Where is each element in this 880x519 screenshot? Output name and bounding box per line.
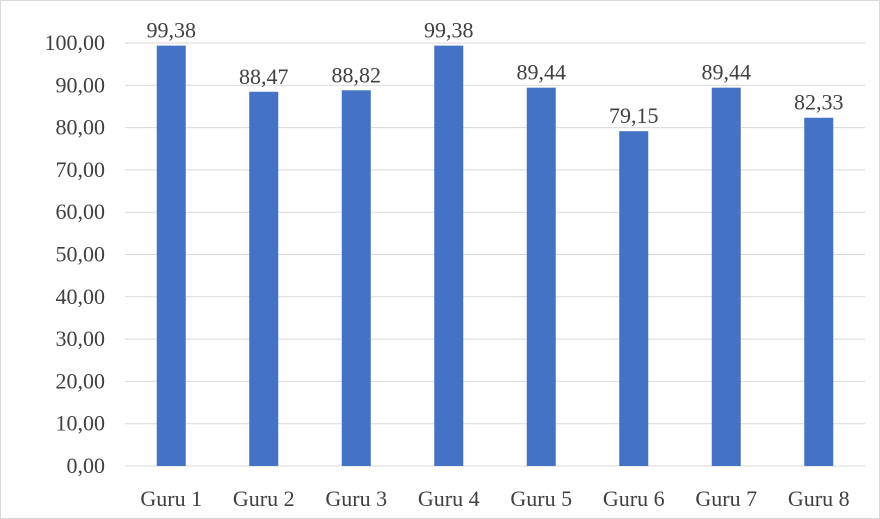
data-label: 88,47: [239, 64, 289, 89]
y-tick-label: 30,00: [56, 326, 106, 351]
x-category-label: Guru 2: [233, 486, 295, 511]
bar: [711, 87, 741, 467]
y-tick-label: 20,00: [56, 368, 106, 393]
x-category-label: Guru 6: [603, 486, 665, 511]
x-category-label: Guru 8: [788, 486, 850, 511]
data-label: 79,15: [609, 103, 659, 128]
x-category-label: Guru 7: [695, 486, 757, 511]
bar: [434, 45, 464, 467]
bar: [341, 90, 371, 467]
y-tick-label: 40,00: [56, 284, 106, 309]
bars: [156, 45, 834, 467]
y-tick-label: 90,00: [56, 72, 106, 97]
data-label: 89,44: [517, 60, 567, 85]
x-category-label: Guru 1: [140, 486, 202, 511]
data-label: 89,44: [702, 60, 752, 85]
bar: [526, 87, 556, 467]
y-tick-label: 50,00: [56, 242, 106, 267]
data-labels: 99,38 88,47 88,82 99,38 89,44 79,15 89,44 82,33: [147, 18, 844, 129]
y-tick-label: 0,00: [67, 453, 106, 478]
gridlines: [125, 42, 865, 467]
data-label: 88,82: [332, 62, 382, 87]
bar: [619, 131, 649, 466]
data-label: 99,38: [147, 18, 197, 43]
y-tick-label: 10,00: [56, 411, 106, 436]
data-label: 99,38: [424, 18, 474, 43]
bar: [804, 117, 834, 466]
x-category-label: Guru 4: [418, 486, 480, 511]
y-tick-label: 100,00: [45, 30, 106, 55]
y-axis-tick-labels: 0,00 10,00 20,00 30,00 40,00 50,00 60,00 70,00 8…: [45, 30, 106, 478]
y-tick-label: 60,00: [56, 199, 106, 224]
data-label: 82,33: [794, 90, 844, 115]
x-axis-category-labels: Guru 1 Guru 2 Guru 3 Guru 4 Guru 5 Guru 6 Guru…: [140, 486, 849, 511]
bar: [156, 45, 186, 467]
bar: [249, 91, 279, 466]
x-category-label: Guru 3: [325, 486, 387, 511]
y-tick-label: 70,00: [56, 157, 106, 182]
x-category-label: Guru 5: [510, 486, 572, 511]
y-tick-label: 80,00: [56, 115, 106, 140]
